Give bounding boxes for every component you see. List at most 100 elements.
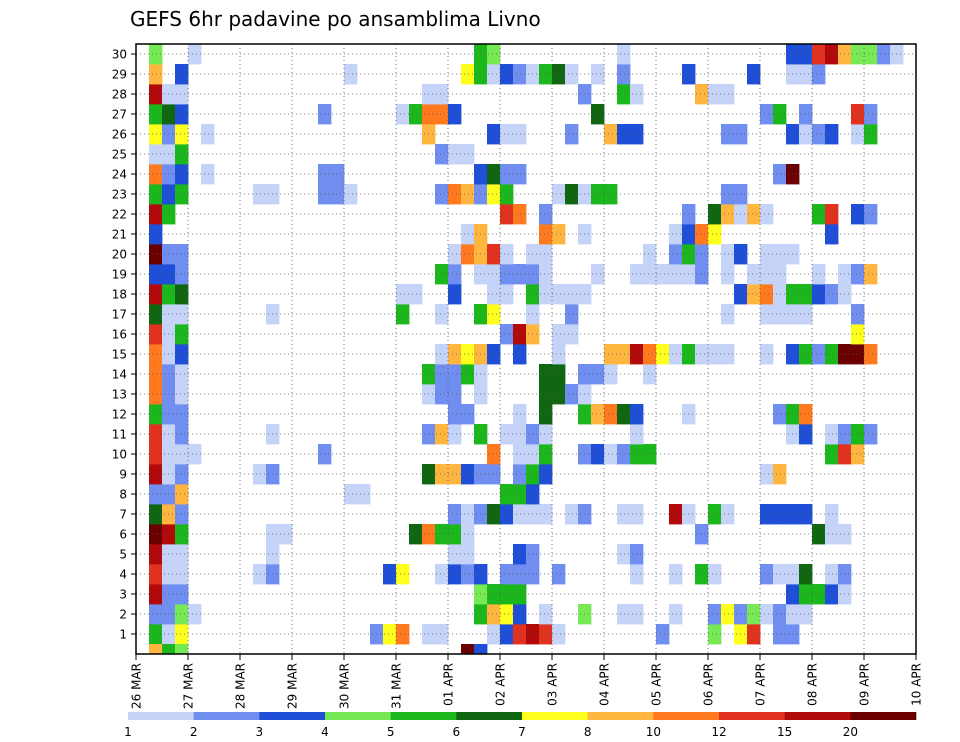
y-tick-label-29: 29 [112, 68, 127, 82]
heatmap-cell-r18-c52 [812, 284, 826, 305]
heatmap-cell-r24-c29 [513, 164, 527, 185]
heatmap-cell-r6-c11 [279, 524, 293, 545]
colorbar-label-5: 5 [387, 725, 395, 739]
heatmap-cell-r24-c5 [201, 164, 215, 185]
colorbar-swatch-4 [325, 712, 391, 720]
x-tick-label-8: 03 APR [546, 663, 560, 706]
heatmap-cell-r26-c55 [851, 124, 865, 145]
heatmap-cell-r30-c57 [877, 44, 891, 65]
heatmap-cell-r12-c37 [617, 404, 631, 425]
heatmap-cell-r1-c1 [149, 624, 163, 645]
heatmap-cell-r30-c4 [188, 44, 202, 65]
y-tick-label-1: 1 [119, 628, 127, 642]
heatmap-cell-r22-c45 [721, 204, 735, 225]
heatmap-cell-r20-c3 [175, 244, 189, 265]
heatmap-cell-r1-c49 [773, 624, 787, 645]
heatmap-cell-r8-c28 [500, 484, 514, 505]
heatmap-cell-r29-c32 [552, 64, 566, 85]
heatmap-cell-r19-c56 [864, 264, 878, 285]
heatmap-cell-r17-c45 [721, 304, 735, 325]
heatmap-cell-r23-c27 [487, 184, 501, 205]
heatmap-cell-r27-c3 [175, 104, 189, 125]
heatmap-cell-r3-c28 [500, 584, 514, 605]
heatmap-cell-r17-c1 [149, 304, 163, 325]
heatmap-cell-r22-c1 [149, 204, 163, 225]
heatmap-cell-r20-c43 [695, 244, 709, 265]
heatmap-cell-r17-c27 [487, 304, 501, 325]
heatmap-cell-r26-c33 [565, 124, 579, 145]
heatmap-cell-r23-c28 [500, 184, 514, 205]
colorbar-label-15: 15 [777, 725, 792, 739]
heatmap-cell-r0-c2 [162, 644, 176, 654]
chart-title: GEFS 6hr padavine po ansamblima Livno [130, 7, 541, 31]
heatmap-cell-r18-c28 [500, 284, 514, 305]
heatmap-cell-r3-c51 [799, 584, 813, 605]
heatmap-cell-r18-c53 [825, 284, 839, 305]
heatmap-cell-r9-c31 [539, 464, 553, 485]
y-tick-label-11: 11 [112, 428, 127, 442]
x-tick-label-5: 31 MAR [390, 663, 404, 709]
heatmap-cell-r3-c1 [149, 584, 163, 605]
heatmap-cell-r28-c43 [695, 84, 709, 105]
heatmap-cell-r30-c37 [617, 44, 631, 65]
heatmap-cell-r29-c47 [747, 64, 761, 85]
heatmap-cell-r6-c3 [175, 524, 189, 545]
heatmap-cell-r20-c1 [149, 244, 163, 265]
heatmap-cell-r20-c41 [669, 244, 683, 265]
colorbar-label-3: 3 [256, 725, 264, 739]
x-tick-label-13: 08 APR [806, 663, 820, 706]
heatmap-cell-r20-c49 [773, 244, 787, 265]
heatmap-cell-r4-c41 [669, 564, 683, 585]
heatmap-cell-r19-c39 [643, 264, 657, 285]
heatmap-cell-r7-c3 [175, 504, 189, 525]
heatmap-cell-r9-c48 [760, 464, 774, 485]
heatmap-cell-r4-c49 [773, 564, 787, 585]
heatmap-cell-r26-c29 [513, 124, 527, 145]
heatmap-cell-r19-c1 [149, 264, 163, 285]
heatmap-cell-r23-c32 [552, 184, 566, 205]
heatmap-cell-r29-c31 [539, 64, 553, 85]
heatmap-cell-r13-c33 [565, 384, 579, 405]
y-tick-label-23: 23 [112, 188, 127, 202]
heatmap-cell-r16-c28 [500, 324, 514, 345]
heatmap-cell-r18-c47 [747, 284, 761, 305]
heatmap-cell-r20-c39 [643, 244, 657, 265]
colorbar-swatch-11 [784, 712, 851, 720]
heatmap-cell-r18-c31 [539, 284, 553, 305]
heatmap-cell-r26-c3 [175, 124, 189, 145]
heatmap-cell-r7-c29 [513, 504, 527, 525]
heatmap-cell-r6-c43 [695, 524, 709, 545]
heatmap-cell-r24-c27 [487, 164, 501, 185]
y-tick-label-30: 30 [112, 48, 127, 62]
heatmap-cell-r11-c56 [864, 424, 878, 445]
heatmap-cell-r19-c35 [591, 264, 605, 285]
heatmap-cell-r9-c3 [175, 464, 189, 485]
heatmap-cell-r5-c37 [617, 544, 631, 565]
heatmap-cell-r10-c4 [188, 444, 202, 465]
heatmap-cell-r28-c44 [708, 84, 722, 105]
heatmap-cell-r26-c27 [487, 124, 501, 145]
heatmap-cell-r19-c28 [500, 264, 514, 285]
colorbar-swatch-7 [522, 712, 588, 720]
heatmap-cell-r11-c24 [448, 424, 462, 445]
heatmap-cell-r13-c24 [448, 384, 462, 405]
heatmap-cell-r1-c29 [513, 624, 527, 645]
heatmap-cell-r26-c52 [812, 124, 826, 145]
heatmap-cell-r8-c16 [344, 484, 358, 505]
y-tick-label-12: 12 [112, 408, 127, 422]
y-tick-label-14: 14 [112, 368, 127, 382]
heatmap-cell-r0-c1 [149, 644, 163, 654]
heatmap-cell-r4-c51 [799, 564, 813, 585]
heatmap-cell-r4-c23 [435, 564, 449, 585]
heatmap-cell-r10-c31 [539, 444, 553, 465]
heatmap-cell-r14-c35 [591, 364, 605, 385]
y-tick-label-13: 13 [112, 388, 127, 402]
heatmap-cell-r28-c37 [617, 84, 631, 105]
heatmap-cell-r7-c27 [487, 504, 501, 525]
heatmap-cell-r3-c29 [513, 584, 527, 605]
colorbar-swatch-6 [456, 712, 523, 720]
heatmap-cell-r7-c33 [565, 504, 579, 525]
heatmap-cell-r27-c21 [409, 104, 423, 125]
heatmap-cell-r6-c53 [825, 524, 839, 545]
heatmap-cell-r11-c53 [825, 424, 839, 445]
